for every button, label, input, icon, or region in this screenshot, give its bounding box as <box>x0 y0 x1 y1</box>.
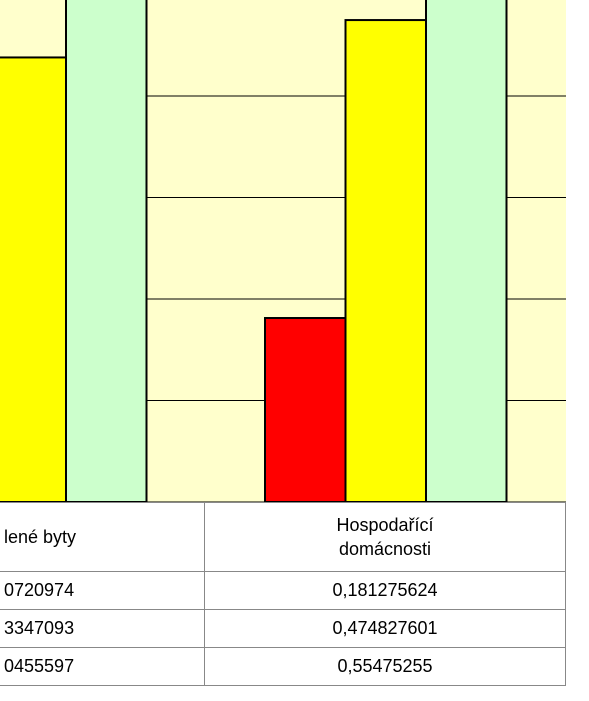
table-row: lené byty Hospodařící domácnosti <box>0 502 566 572</box>
data-table: lené byty Hospodařící domácnosti 0720974 0,… <box>0 502 566 686</box>
bar <box>425 0 508 502</box>
table-row: 3347093 0,474827601 <box>0 609 566 648</box>
header-cell: lené byty <box>0 502 205 572</box>
bar <box>344 19 427 502</box>
table-cell: 0,55475255 <box>204 647 566 686</box>
bar <box>0 56 67 502</box>
table-cell: 3347093 <box>0 609 205 648</box>
table-cell: 0,474827601 <box>204 609 566 648</box>
table-row: 0720974 0,181275624 <box>0 571 566 610</box>
table-row: 0455597 0,55475255 <box>0 647 566 686</box>
bar <box>264 317 347 502</box>
bar <box>65 0 148 502</box>
table-cell: 0720974 <box>0 571 205 610</box>
plot-area <box>0 0 566 502</box>
table-cell: 0455597 <box>0 647 205 686</box>
table-cell: 0,181275624 <box>204 571 566 610</box>
header-cell: Hospodařící domácnosti <box>204 502 566 572</box>
chart <box>0 0 566 502</box>
